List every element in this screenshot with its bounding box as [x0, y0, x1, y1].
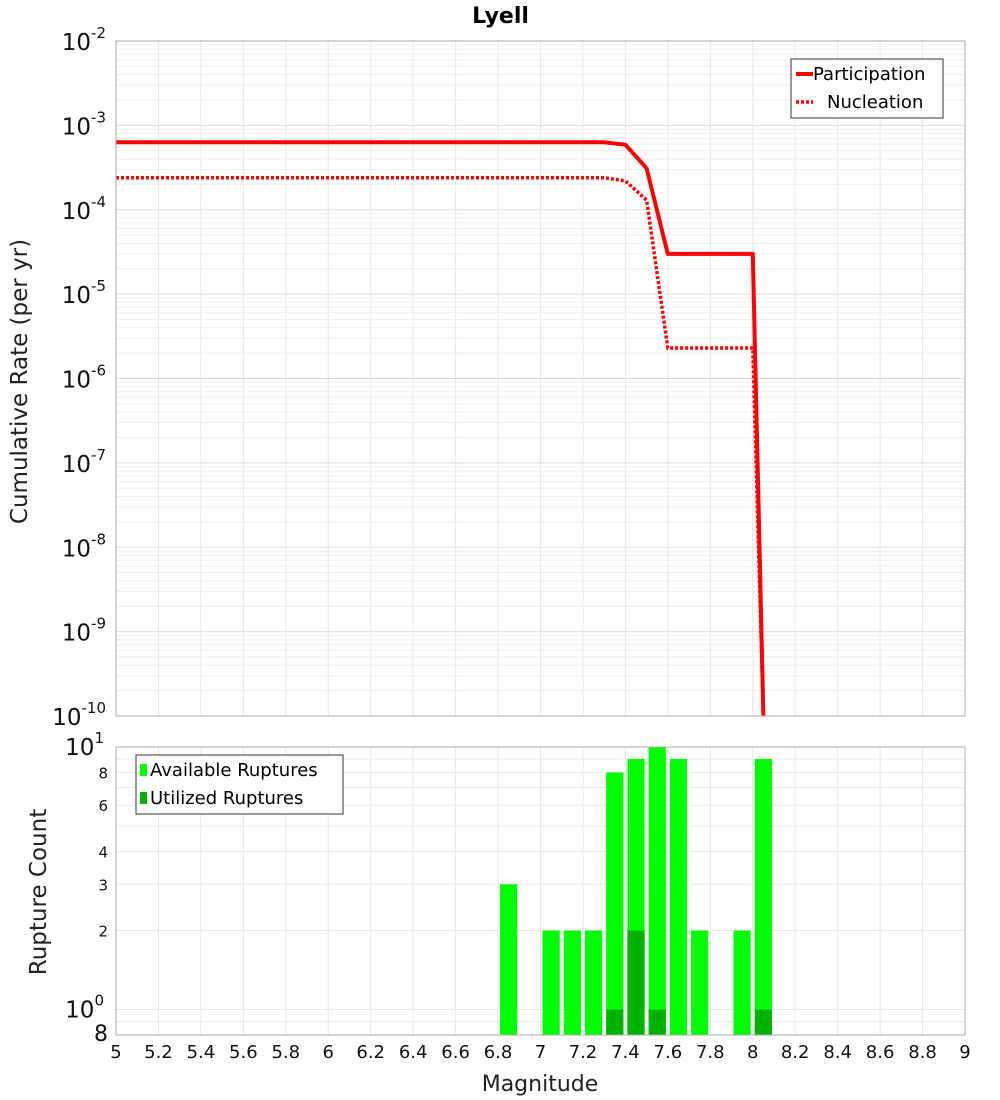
legend-swatch-utilized-ruptures [140, 792, 147, 804]
x-tick-label: 8.2 [781, 1042, 810, 1063]
bar-available-ruptures [733, 930, 751, 1035]
x-tick-label: 5.2 [144, 1042, 173, 1063]
top-y-tick-labels: 10-2 10-3 10-4 10-5 10-6 10-7 10-8 10-9 10-10 [52, 24, 106, 731]
x-tick-labels: 5 5.2 5.4 5.6 5.8 6 6.2 6.4 6.6 6.8 7 7.2 7.4 7.6 7.8 8… [110, 1042, 970, 1063]
bar-available-ruptures [563, 930, 581, 1035]
bottom-y-minor-tick-label: 4 [98, 843, 108, 861]
x-tick-label: 6 [323, 1042, 334, 1063]
top-y-tick-label: 10-9 [62, 615, 106, 647]
bottom-y-minor-tick-label: 8 [94, 1022, 108, 1047]
bar-available-ruptures [669, 759, 688, 1035]
bottom-legend-box [135, 754, 344, 815]
bottom-bars [500, 747, 772, 1035]
bar-available-ruptures [584, 930, 603, 1035]
legend-label-nucleation: Nucleation [827, 92, 923, 113]
x-tick-label: 7.6 [654, 1042, 683, 1063]
bar-utilized-ruptures [627, 930, 645, 1035]
legend-swatch-available-ruptures [140, 764, 147, 776]
top-plot-frame [115, 40, 966, 717]
top-y-tick-label: 10-6 [62, 362, 106, 394]
legend-label-utilized-ruptures: Utilized Ruptures [150, 788, 303, 809]
legend-label-participation: Participation [813, 64, 925, 85]
top-y-tick-label: 10-7 [62, 446, 106, 478]
x-tick-label: 5.8 [271, 1042, 300, 1063]
x-tick-label: 7.4 [611, 1042, 640, 1063]
bar-utilized-ruptures [648, 1009, 666, 1035]
bottom-legend: Available Ruptures Utilized Ruptures [135, 754, 344, 815]
top-legend: Participation Nucleation [790, 58, 944, 119]
bottom-y-minor-tick-label: 8 [98, 764, 108, 782]
x-tick-label: 6.4 [399, 1042, 428, 1063]
x-tick-label: 6.6 [441, 1042, 470, 1063]
bottom-y-major-tick-label: 100 [65, 992, 104, 1024]
bar-available-ruptures [500, 884, 518, 1035]
bottom-y-minor-tick-label: 6 [98, 797, 108, 815]
x-tick-label: 8.8 [908, 1042, 937, 1063]
bar-available-ruptures [754, 759, 772, 1035]
top-y-tick-label: 10-3 [62, 108, 106, 140]
bar-utilized-ruptures [754, 1009, 772, 1035]
x-tick-label: 8.4 [823, 1042, 852, 1063]
top-y-tick-label: 10-4 [62, 193, 106, 225]
x-tick-label: 7 [535, 1042, 546, 1063]
top-y-tick-label: 10-10 [52, 699, 106, 731]
bottom-plot-frame [115, 746, 966, 1036]
x-tick-label: 5 [110, 1042, 121, 1063]
x-axis-label: Magnitude [482, 1072, 599, 1097]
cumulative-rate-panel: 10-2 10-3 10-4 10-5 10-6 10-7 10-8 10-9 10-10 Ly… [7, 4, 966, 731]
top-legend-box [790, 58, 944, 119]
top-y-axis-label: Cumulative Rate (per yr) [7, 239, 33, 524]
bottom-y-major-tick-label: 101 [65, 729, 104, 761]
x-tick-label: 8.6 [866, 1042, 895, 1063]
bottom-y-minor-tick-label: 3 [98, 876, 108, 894]
bar-utilized-ruptures [606, 1009, 624, 1035]
bar-available-ruptures [648, 747, 666, 1035]
bottom-y-axis-label: Rupture Count [26, 809, 52, 975]
top-y-tick-label: 10-5 [62, 277, 106, 309]
top-y-tick-label: 10-2 [62, 24, 106, 56]
top-y-tick-label: 10-8 [62, 530, 106, 562]
x-tick-label: 9 [959, 1042, 970, 1063]
bar-available-ruptures [691, 930, 709, 1035]
series-line-nucleation [116, 175, 766, 717]
x-tick-label: 5.4 [187, 1042, 216, 1063]
x-tick-label: 7.2 [569, 1042, 598, 1063]
x-tick-label: 6.2 [356, 1042, 385, 1063]
legend-label-available-ruptures: Available Ruptures [150, 760, 318, 781]
bottom-y-minor-tick-label: 2 [98, 923, 108, 941]
x-tick-label: 8 [747, 1042, 758, 1063]
x-tick-label: 5.6 [229, 1042, 258, 1063]
bar-available-ruptures [542, 930, 560, 1035]
chart-title: Lyell [472, 4, 529, 29]
bar-available-ruptures [606, 772, 624, 1035]
x-tick-label: 6.8 [484, 1042, 513, 1063]
top-series-lines [116, 140, 766, 717]
x-tick-label: 7.8 [696, 1042, 725, 1063]
series-line-participation [116, 140, 766, 717]
